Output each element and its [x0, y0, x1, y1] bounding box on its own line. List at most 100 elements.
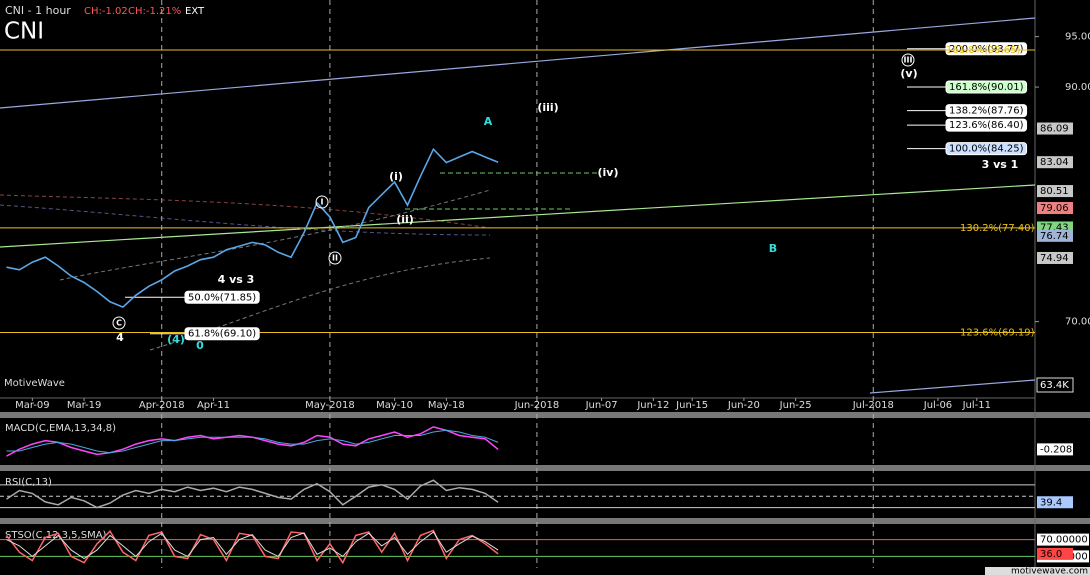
- wave-circle: [315, 195, 329, 209]
- change: CH:-1.02: [84, 6, 128, 17]
- wave-label: (ii): [396, 213, 414, 226]
- fib-label: 100.0%(84.25): [949, 144, 1024, 155]
- wave-circle: [901, 53, 915, 67]
- wave-label: (v): [900, 67, 917, 80]
- volume-tag: 63.4K: [1040, 380, 1069, 391]
- x-tick-label: Jun-20: [727, 400, 760, 411]
- level-tag-label: 70.00000: [1040, 535, 1088, 546]
- x-tick-label: May-18: [428, 400, 465, 411]
- y-tick-label: 90.00: [1065, 82, 1090, 93]
- fib-label: 161.8%(90.01): [949, 82, 1024, 93]
- chart-subtitle: CNI - 1 hour: [5, 4, 71, 17]
- x-tick-label: Jun-12: [636, 400, 669, 411]
- value-tag: [1037, 443, 1073, 456]
- fib-box: [945, 118, 1028, 132]
- price-tag: [1037, 251, 1073, 264]
- fib-label: 200.0%(93.77): [949, 44, 1024, 55]
- panel-title: MACD(C,EMA,13,34,8): [5, 423, 116, 434]
- fib-label: 138.2%(87.76): [949, 106, 1024, 117]
- fib-label: 123.6%(86.40): [949, 120, 1024, 131]
- fib-box: [945, 80, 1028, 94]
- wave-label: III: [904, 56, 913, 65]
- fib-box: [184, 290, 260, 304]
- price-tag-label: 76.74: [1040, 231, 1069, 242]
- panel-separator: [0, 518, 1090, 524]
- price-tag: [1037, 229, 1073, 242]
- x-tick-label: Apr-2018: [139, 400, 185, 411]
- x-tick-label: Jun-07: [585, 400, 618, 411]
- panel-title: STSO(C,12,3,5,SMA): [5, 530, 107, 541]
- y-tick-label: 95.00: [1065, 32, 1090, 43]
- price-tag: [1037, 122, 1073, 135]
- fib-label: 123.6%(69.19): [960, 327, 1035, 338]
- trend-line: [0, 17, 1036, 109]
- wave-circle: [328, 251, 342, 265]
- panel-separator: [0, 465, 1090, 471]
- indicator-line: [6, 479, 499, 509]
- x-tick-label: Apr-11: [197, 400, 230, 411]
- indicator-line: [6, 531, 499, 560]
- wave-label: B: [769, 242, 777, 255]
- wave-label: (i): [389, 170, 403, 183]
- wave-label: 4 vs 3: [218, 273, 255, 286]
- price-line: [6, 147, 499, 309]
- fib-box: [184, 327, 260, 341]
- moving-average: [0, 194, 491, 229]
- fib-box: [945, 142, 1028, 156]
- fib-label: 130.2%(77.40): [960, 223, 1035, 234]
- wave-label: II: [332, 254, 338, 263]
- wave-circle: [112, 316, 126, 330]
- wave-label: (iv): [598, 166, 619, 179]
- x-tick-label: Mar-09: [15, 400, 50, 411]
- watermark: MotiveWave: [4, 378, 65, 389]
- fib-label: 50.0%(71.85): [188, 292, 256, 303]
- x-tick-label: Jun-15: [675, 400, 708, 411]
- x-tick-label: Jul-11: [962, 400, 991, 411]
- indicator-line: [5, 529, 499, 565]
- y-tick-label: 70.00: [1065, 317, 1090, 328]
- moving-average: [149, 257, 491, 351]
- level-tag: [1037, 533, 1089, 546]
- price-tag-label: 83.04: [1040, 157, 1069, 168]
- x-tick-label: Jul-2018: [852, 400, 894, 411]
- wave-label: 4: [116, 331, 124, 344]
- moving-average: [0, 204, 491, 236]
- x-tick-label: May-10: [376, 400, 413, 411]
- value-tag: [1037, 496, 1073, 509]
- x-tick-label: Jun-2018: [514, 400, 560, 411]
- x-tick-label: Mar-19: [67, 400, 102, 411]
- volume-tag-box: [1036, 377, 1074, 393]
- x-tick-label: Jul-06: [923, 400, 952, 411]
- wave-label: 3 vs 1: [982, 158, 1019, 171]
- price-tag-label: 80.51: [1040, 186, 1069, 197]
- fib-box: [945, 42, 1028, 56]
- x-tick-label: Jun-25: [779, 400, 812, 411]
- value-tag: [1037, 547, 1073, 560]
- price-tag-label: 77.43: [1040, 222, 1069, 233]
- value-tag-label: -0.208: [1040, 444, 1072, 455]
- value-tag-label: 36.0: [1040, 549, 1062, 560]
- source: motivewave.com: [1011, 567, 1088, 575]
- value-tag-label: 39.4: [1040, 497, 1062, 508]
- price-tag: [1037, 202, 1073, 215]
- wave-label: (4): [167, 333, 185, 346]
- price-tag-label: 86.09: [1040, 124, 1069, 135]
- price-tag-label: 79.06: [1040, 203, 1069, 214]
- x-tick-label: May-2018: [305, 400, 355, 411]
- fib-box: [945, 104, 1028, 118]
- wave-label: I: [321, 198, 324, 207]
- fib-label: 61.8%(69.10): [188, 329, 256, 340]
- trend-line: [869, 379, 1036, 394]
- wave-label: 0: [196, 339, 204, 352]
- price-tag-label: 74.94: [1040, 253, 1069, 264]
- chart-title: CNI: [4, 19, 44, 45]
- price-tag: [1037, 185, 1073, 198]
- session: EXT: [185, 6, 205, 17]
- wave-label: A: [484, 115, 493, 128]
- change-percent: CH:-1.21%: [128, 6, 181, 17]
- fib-label: 161.8%(93.65): [946, 45, 1021, 56]
- wave-label: C: [116, 319, 122, 328]
- panel-separator: [0, 412, 1090, 418]
